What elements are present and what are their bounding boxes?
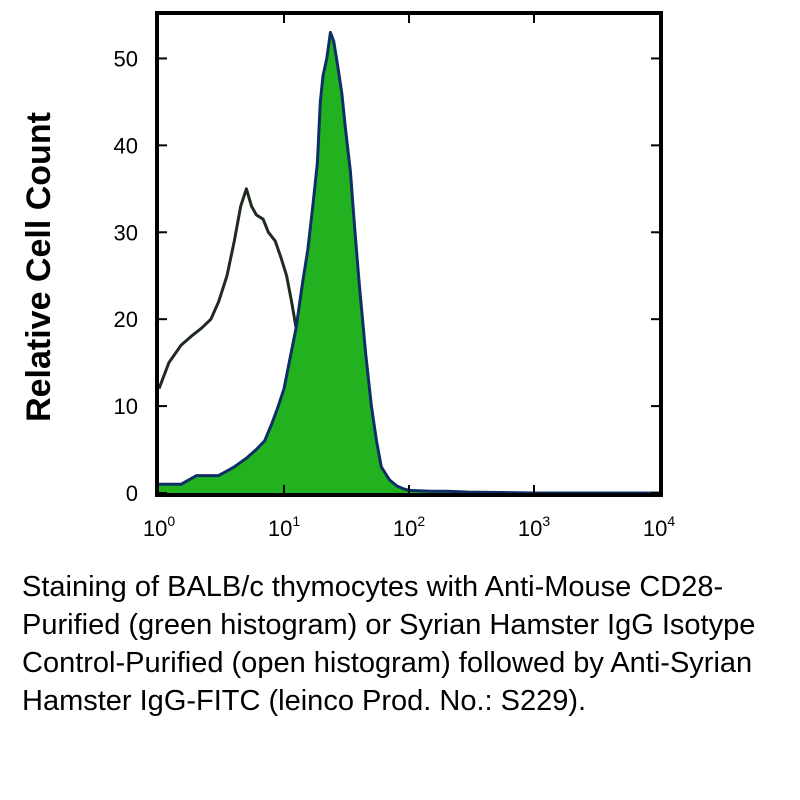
series-layer bbox=[157, 30, 659, 495]
histogram-open-line bbox=[157, 187, 304, 390]
y-tick-label: 20 bbox=[114, 307, 138, 332]
y-tick-label: 40 bbox=[114, 133, 138, 158]
axis-ticks bbox=[159, 15, 659, 494]
x-tick-label: 102 bbox=[393, 513, 425, 541]
histogram-filled-area bbox=[159, 32, 659, 494]
y-axis-label: Relative Cell Count bbox=[20, 112, 58, 422]
x-tick-label: 104 bbox=[643, 513, 675, 541]
figure-caption: Staining of BALB/c thymocytes with Anti-… bbox=[22, 571, 756, 717]
x-tick-label: 101 bbox=[268, 513, 300, 541]
y-tick-label: 0 bbox=[126, 481, 138, 506]
x-tick-label: 103 bbox=[518, 513, 550, 541]
histogram-chart: 0 10 20 30 40 50 100 101 102 103 104 Relative Cell… bbox=[20, 11, 676, 541]
axis-labels: 0 10 20 30 40 50 100 101 102 103 104 bbox=[114, 46, 676, 541]
plot-frame bbox=[155, 11, 663, 497]
x-tick-label: 100 bbox=[143, 513, 175, 541]
y-tick-label: 30 bbox=[114, 220, 138, 245]
histogram-filled-outline bbox=[159, 30, 659, 495]
y-tick-label: 50 bbox=[114, 46, 138, 71]
y-tick-label: 10 bbox=[114, 394, 138, 419]
